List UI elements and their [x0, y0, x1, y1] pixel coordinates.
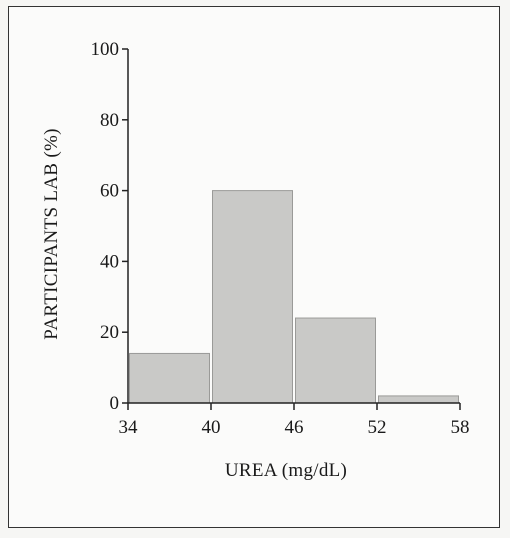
y-axis-ticks: 0 20 40 60 80 100 [91, 39, 128, 414]
x-tick-label: 34 [119, 417, 139, 438]
x-tick-label: 58 [451, 417, 470, 438]
y-tick-label: 100 [91, 39, 120, 60]
y-tick-label: 40 [100, 251, 119, 272]
y-tick-label: 60 [100, 181, 119, 202]
x-tick-label: 52 [368, 417, 387, 438]
x-axis-title: UREA (mg/dL) [225, 460, 347, 481]
y-axis-title: PARTICIPANTS LAB (%) [41, 128, 62, 339]
histogram-bar-4 [378, 395, 459, 404]
chart-svg: 0 20 40 60 80 100 34 40 46 52 58 UREA (mg/dL) PAR… [41, 39, 470, 481]
x-tick-label: 40 [202, 417, 221, 438]
histogram-bar-2 [212, 190, 293, 404]
bars-group [129, 190, 459, 404]
y-tick-label: 20 [100, 322, 119, 343]
histogram-bar-1 [129, 352, 210, 404]
histogram-bar-3 [295, 317, 376, 404]
x-axis-ticks: 34 40 46 52 58 [119, 403, 470, 438]
y-tick-label: 0 [110, 393, 120, 414]
y-tick-label: 80 [100, 110, 119, 131]
x-tick-label: 46 [285, 417, 304, 438]
chart-figure: 0 20 40 60 80 100 34 40 46 52 58 UREA (mg/dL) PAR… [8, 6, 500, 528]
